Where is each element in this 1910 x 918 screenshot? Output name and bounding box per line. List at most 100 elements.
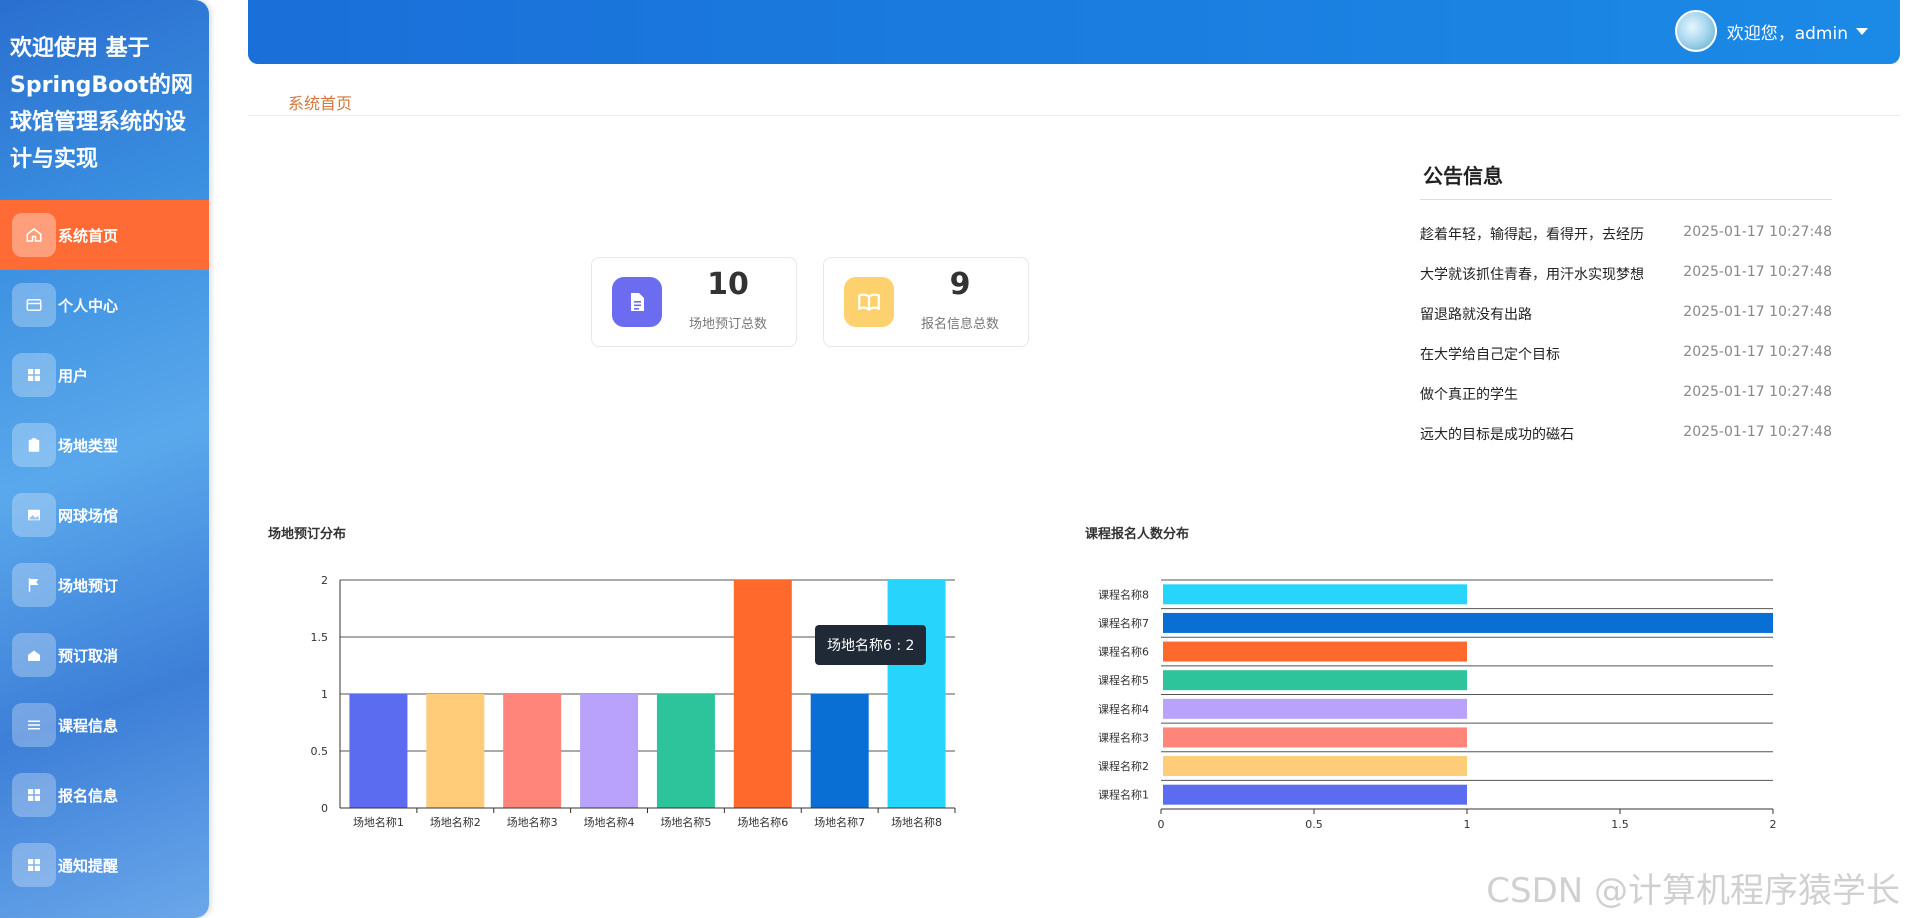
avatar[interactable] bbox=[1674, 10, 1717, 52]
x-tick-label: 场地名称5 bbox=[660, 815, 711, 829]
y-tick-label: 课程名称3 bbox=[1098, 730, 1149, 744]
sidebar-item-label: 场地预订 bbox=[58, 576, 119, 595]
notice-time: 2025-01-17 10:27:48 bbox=[1683, 384, 1832, 400]
y-tick-label: 0 bbox=[321, 802, 328, 815]
y-tick-label: 1 bbox=[321, 688, 328, 701]
notice-time: 2025-01-17 10:27:48 bbox=[1683, 304, 1832, 320]
sidebar-item-label: 用户 bbox=[58, 366, 89, 385]
book-icon bbox=[844, 277, 894, 327]
bar bbox=[656, 694, 715, 808]
chart-title-venue-booking: 场地预订分布 bbox=[268, 527, 347, 542]
notice-text[interactable]: 在大学给自己定个目标 bbox=[1420, 347, 1560, 363]
sidebar-item-home[interactable]: 系统首页 bbox=[0, 200, 209, 270]
stat-label: 场地预订总数 bbox=[688, 317, 767, 332]
notice-text[interactable]: 远大的目标是成功的磁石 bbox=[1420, 427, 1574, 443]
x-tick-label: 2 bbox=[1770, 818, 1777, 831]
y-tick-label: 课程名称1 bbox=[1098, 788, 1149, 802]
flag-icon bbox=[12, 563, 56, 607]
x-tick-label: 场地名称7 bbox=[814, 815, 865, 829]
notice-text[interactable]: 做个真正的学生 bbox=[1420, 387, 1518, 403]
sidebar-item-label: 系统首页 bbox=[58, 226, 119, 245]
y-tick-label: 0.5 bbox=[311, 745, 329, 758]
sidebar-item-booking-cancel[interactable]: 预订取消 bbox=[0, 620, 209, 690]
sidebar-item-venue-booking[interactable]: 场地预订 bbox=[0, 550, 209, 620]
app-title: 欢迎使用 基于SpringBoot的网球馆管理系统的设计与实现 bbox=[10, 36, 193, 172]
notice-item[interactable]: 做个真正的学生 2025-01-17 10:27:48 bbox=[1420, 384, 1832, 424]
x-tick-label: 场地名称8 bbox=[891, 815, 942, 829]
notice-title: 公告信息 bbox=[1420, 160, 1832, 200]
clipboard-icon bbox=[12, 423, 56, 467]
bar bbox=[1163, 670, 1467, 691]
stat-value: 10 bbox=[707, 267, 749, 302]
notice-text[interactable]: 大学就该抓住青春，用汗水实现梦想 bbox=[1420, 267, 1644, 283]
y-tick-label: 课程名称6 bbox=[1098, 645, 1149, 659]
x-tick-label: 0 bbox=[1158, 818, 1165, 831]
cancel-icon bbox=[12, 633, 56, 677]
bar bbox=[503, 694, 562, 808]
x-tick-label: 场地名称1 bbox=[353, 815, 404, 829]
home-icon bbox=[12, 213, 56, 257]
y-tick-label: 2 bbox=[321, 574, 328, 587]
sidebar: 欢迎使用 基于SpringBoot的网球馆管理系统的设计与实现 系统首页 个人中… bbox=[0, 0, 209, 918]
y-tick-label: 课程名称7 bbox=[1098, 616, 1149, 630]
stat-value: 9 bbox=[949, 267, 971, 302]
sidebar-menu: 系统首页 个人中心 用户 场地类型 网球场馆 场地预订 bbox=[0, 200, 209, 900]
document-icon bbox=[612, 277, 662, 327]
bar bbox=[810, 694, 869, 808]
y-tick-label: 课程名称5 bbox=[1098, 673, 1149, 687]
x-tick-label: 场地名称4 bbox=[584, 815, 635, 829]
notice-item[interactable]: 留退路就没有出路 2025-01-17 10:27:48 bbox=[1420, 304, 1832, 344]
watermark: CSDN @计算机程序猿学长 bbox=[1486, 871, 1900, 911]
x-tick-label: 场地名称6 bbox=[737, 815, 788, 829]
sidebar-item-notification[interactable]: 通知提醒 bbox=[0, 830, 209, 900]
chart-course-enrollment: 课程名称1 课程名称2 课程名称3 课程名称4 课程名称5 课程名称6 课程名称7 课程名称8… bbox=[1098, 579, 1777, 831]
sidebar-item-venue-type[interactable]: 场地类型 bbox=[0, 410, 209, 480]
y-tick-label: 课程名称8 bbox=[1098, 587, 1149, 601]
notice-time: 2025-01-17 10:27:48 bbox=[1683, 224, 1832, 240]
bar bbox=[887, 580, 946, 808]
chart-venue-booking: 0 0.5 1 1.5 2 场地名称1 场地名称2 场地名称3 场地名称4 场地名称5 场地名称6 场… bbox=[311, 574, 956, 829]
image-icon bbox=[12, 493, 56, 537]
notice-list: 趁着年轻，输得起，看得开，去经历 2025-01-17 10:27:48 大学就该… bbox=[1420, 224, 1832, 464]
y-tick-label: 1.5 bbox=[311, 631, 329, 644]
bar bbox=[1163, 756, 1467, 777]
bar bbox=[733, 580, 792, 808]
user-menu[interactable]: 欢迎您，admin bbox=[1674, 10, 1868, 52]
sidebar-item-users[interactable]: 用户 bbox=[0, 340, 209, 410]
notice-text[interactable]: 趁着年轻，输得起，看得开，去经历 bbox=[1420, 227, 1644, 243]
chart-tooltip: 场地名称6 : 2 bbox=[815, 625, 927, 665]
y-tick-label: 课程名称2 bbox=[1098, 759, 1149, 773]
bar bbox=[426, 694, 485, 808]
sidebar-item-label: 网球场馆 bbox=[58, 506, 119, 525]
bar bbox=[1163, 584, 1467, 605]
x-tick-label: 0.5 bbox=[1305, 818, 1323, 831]
bar bbox=[580, 694, 639, 808]
notice-item[interactable]: 大学就该抓住青春，用汗水实现梦想 2025-01-17 10:27:48 bbox=[1420, 264, 1832, 304]
sidebar-item-enrollment[interactable]: 报名信息 bbox=[0, 760, 209, 830]
notice-time: 2025-01-17 10:27:48 bbox=[1683, 344, 1832, 360]
bar bbox=[349, 694, 408, 808]
stat-card-bookings: 10 场地预订总数 bbox=[591, 257, 797, 347]
stat-card-enrollments: 9 报名信息总数 bbox=[823, 257, 1029, 347]
chart-title-course-enrollment: 课程报名人数分布 bbox=[1085, 527, 1190, 542]
sidebar-item-personal-center[interactable]: 个人中心 bbox=[0, 270, 209, 340]
notice-item[interactable]: 在大学给自己定个目标 2025-01-17 10:27:48 bbox=[1420, 344, 1832, 384]
breadcrumb[interactable]: 系统首页 bbox=[288, 94, 353, 113]
x-tick-label: 1.5 bbox=[1611, 818, 1629, 831]
grid-icon bbox=[12, 773, 56, 817]
notice-panel: 公告信息 趁着年轻，输得起，看得开，去经历 2025-01-17 10:27:48… bbox=[1420, 160, 1832, 464]
x-tick-label: 场地名称2 bbox=[430, 815, 481, 829]
notice-text[interactable]: 留退路就没有出路 bbox=[1420, 307, 1532, 323]
grid-icon bbox=[12, 353, 56, 397]
bar bbox=[1163, 727, 1467, 748]
sidebar-item-label: 个人中心 bbox=[58, 296, 119, 315]
x-tick-label: 1 bbox=[1464, 818, 1471, 831]
welcome-text[interactable]: 欢迎您，admin bbox=[1726, 23, 1848, 44]
caret-down-icon[interactable] bbox=[1856, 27, 1868, 35]
notice-item[interactable]: 趁着年轻，输得起，看得开，去经历 2025-01-17 10:27:48 bbox=[1420, 224, 1832, 264]
sidebar-item-course-info[interactable]: 课程信息 bbox=[0, 690, 209, 760]
notice-item[interactable]: 远大的目标是成功的磁石 2025-01-17 10:27:48 bbox=[1420, 424, 1832, 464]
stat-label: 报名信息总数 bbox=[920, 317, 999, 332]
y-tick-label: 课程名称4 bbox=[1098, 702, 1149, 716]
sidebar-item-tennis-hall[interactable]: 网球场馆 bbox=[0, 480, 209, 550]
